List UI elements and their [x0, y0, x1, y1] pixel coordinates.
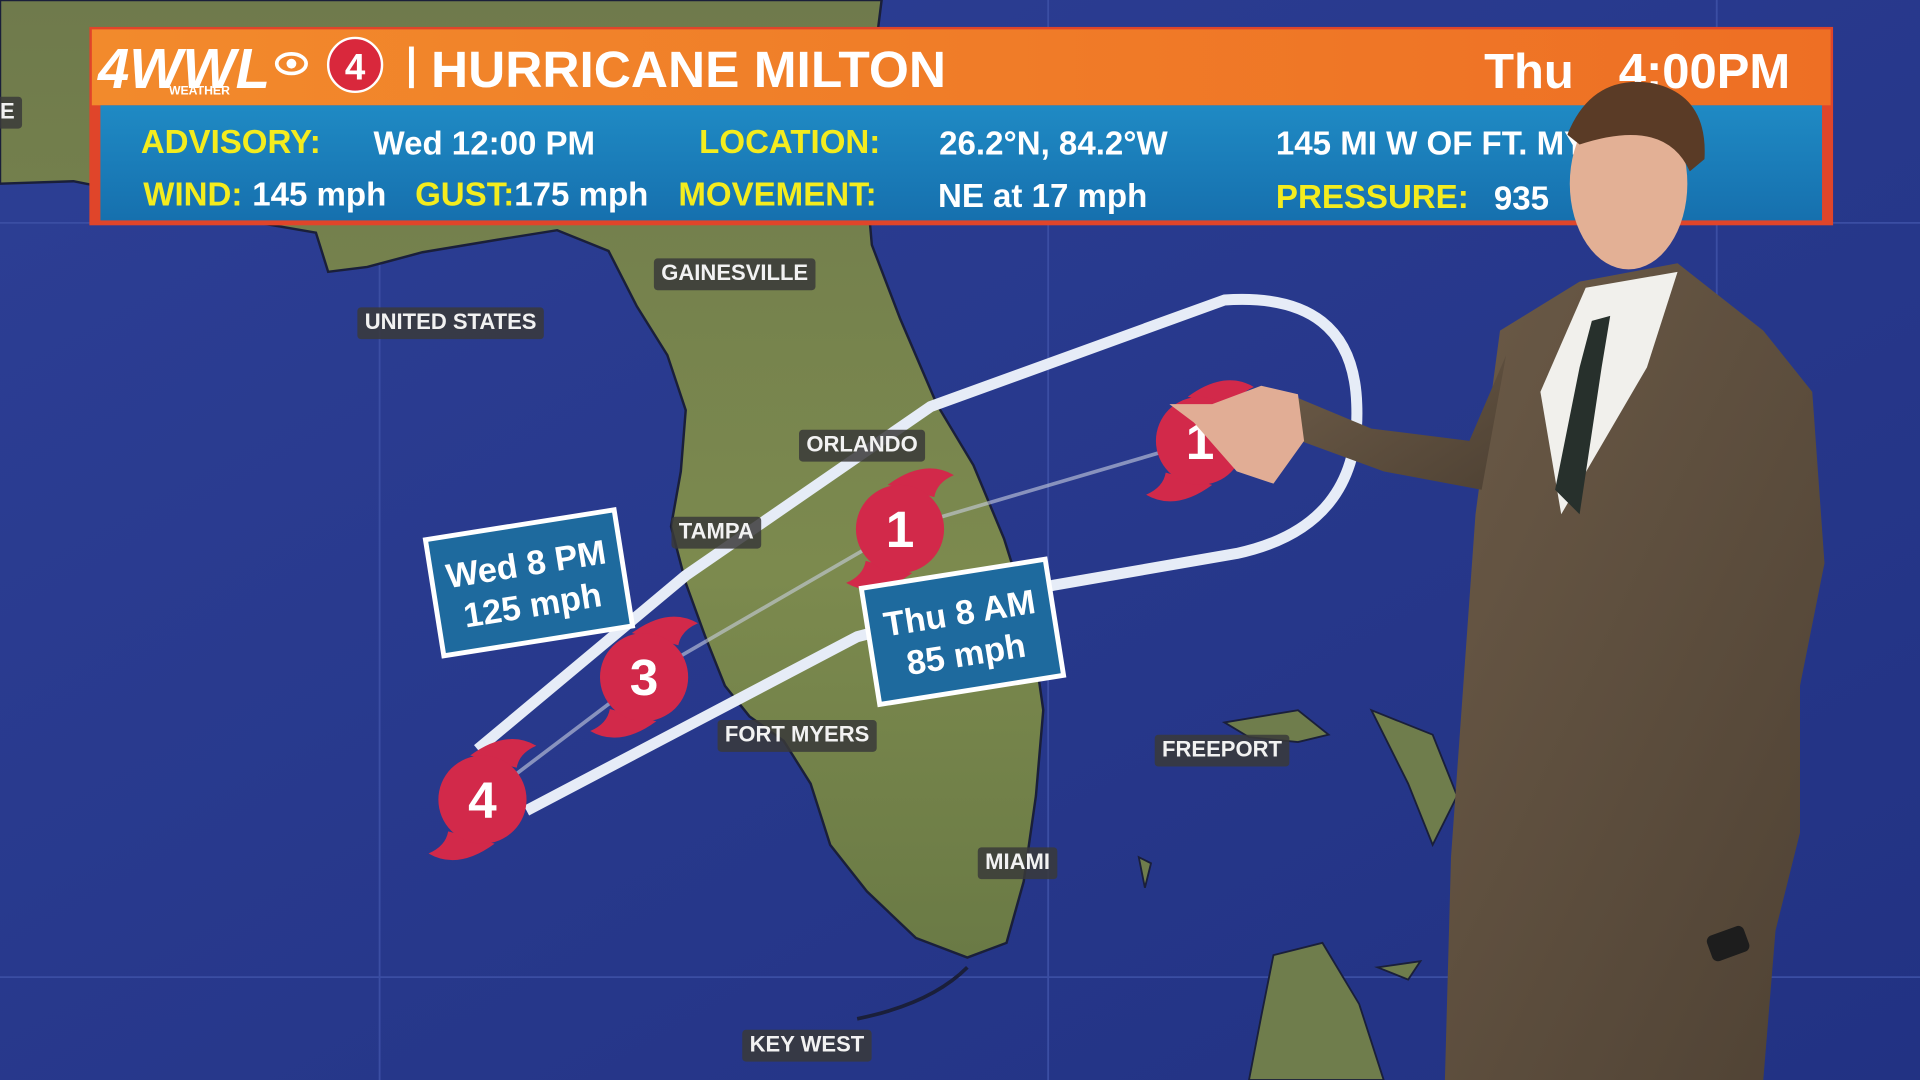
- station-logo: 4WWL: [97, 37, 270, 100]
- map-label-text: FORT MYERS: [725, 722, 869, 747]
- storm-swirl: [590, 616, 698, 738]
- field-value: Wed 12:00 PM: [373, 125, 595, 162]
- storm-category: 4: [468, 771, 497, 829]
- network-eye: [274, 52, 308, 76]
- map-label: MIAMI: [977, 847, 1058, 880]
- map-label-bg: [742, 1029, 872, 1062]
- channel-number: 4: [345, 47, 366, 88]
- forecast-cone: [474, 293, 1363, 816]
- storm-body: [438, 755, 527, 844]
- location-note: 145 MI W OF FT. MYE: [1276, 125, 1608, 162]
- storm-category: 1: [886, 500, 915, 558]
- storm-marker: 4: [428, 739, 537, 861]
- storm-category: 3: [630, 648, 659, 706]
- map-label-text: ORLANDO: [806, 432, 917, 457]
- map-label-bg: [717, 720, 877, 752]
- map-label-text: E: [0, 98, 15, 123]
- channel-badge: [326, 36, 384, 94]
- map-label: FORT MYERS: [717, 720, 877, 752]
- callout: Thu 8 AM 85 mph: [858, 556, 1067, 708]
- map-label-bg: [653, 258, 816, 291]
- keys: [856, 966, 969, 1021]
- storm-body: [855, 484, 945, 574]
- network-eye-pupil: [286, 58, 297, 69]
- map-label: ORLANDO: [799, 429, 926, 462]
- map-label: GAINESVILLE: [653, 258, 816, 291]
- map-labels: GAINESVILLE UNITED STATES ORLANDO TAMPA FORT…: [0, 96, 1290, 1062]
- storm-marker: 1: [846, 468, 954, 590]
- storm-swirl: [1146, 380, 1254, 502]
- map-label-bg: [671, 516, 762, 549]
- storm-swirl: [428, 739, 537, 861]
- field-value: 145 mph: [252, 177, 386, 214]
- map-label-text: FREEPORT: [1162, 736, 1282, 761]
- map-label-text: GAINESVILLE: [661, 260, 808, 285]
- islands: [1137, 708, 1459, 1080]
- forecast-track: [481, 439, 1201, 802]
- map-label: TAMPA: [671, 516, 762, 549]
- storm-marker: 3: [590, 616, 698, 738]
- map-label: UNITED STATES: [357, 307, 544, 340]
- callout-box: [858, 556, 1067, 708]
- field-value: 175 mph: [514, 177, 648, 214]
- field-label: WIND:: [143, 177, 242, 214]
- map-label-text: KEY WEST: [750, 1032, 865, 1057]
- field-label: ADVISORY:: [141, 124, 321, 161]
- map-label-bg: [0, 96, 23, 129]
- map-label: FREEPORT: [1154, 734, 1290, 767]
- map-label-text: TAMPA: [679, 518, 754, 543]
- field-label: PRESSURE:: [1276, 179, 1469, 216]
- map-label-bg: [357, 307, 544, 340]
- storm-swirl: [846, 468, 954, 590]
- map-label-bg: [977, 847, 1058, 880]
- day: Thu: [1484, 45, 1574, 99]
- map-label-bg: [1154, 734, 1290, 767]
- advisory-panel: [100, 105, 1823, 221]
- field-value: NE at 17 mph: [938, 178, 1147, 215]
- callout-box: [422, 507, 636, 659]
- field-label: LOCATION:: [699, 124, 880, 161]
- presenter: [1169, 81, 1825, 1080]
- map-label-text: UNITED STATES: [365, 309, 537, 334]
- field-value: 935: [1494, 180, 1549, 217]
- field-label: MOVEMENT:: [678, 177, 876, 214]
- story-title: HURRICANE MILTON: [431, 40, 946, 98]
- map-label: KEY WEST: [742, 1029, 872, 1062]
- map-label-text: MIAMI: [985, 849, 1050, 874]
- callout: Wed 8 PM 125 mph: [422, 507, 636, 659]
- storm-body: [600, 633, 689, 722]
- map-label-bg: [799, 429, 926, 462]
- field-label: GUST:: [415, 177, 514, 214]
- logo-tagline: WEATHER: [169, 83, 230, 97]
- map-label: E: [0, 96, 23, 129]
- field-value: 26.2°N, 84.2°W: [939, 125, 1168, 162]
